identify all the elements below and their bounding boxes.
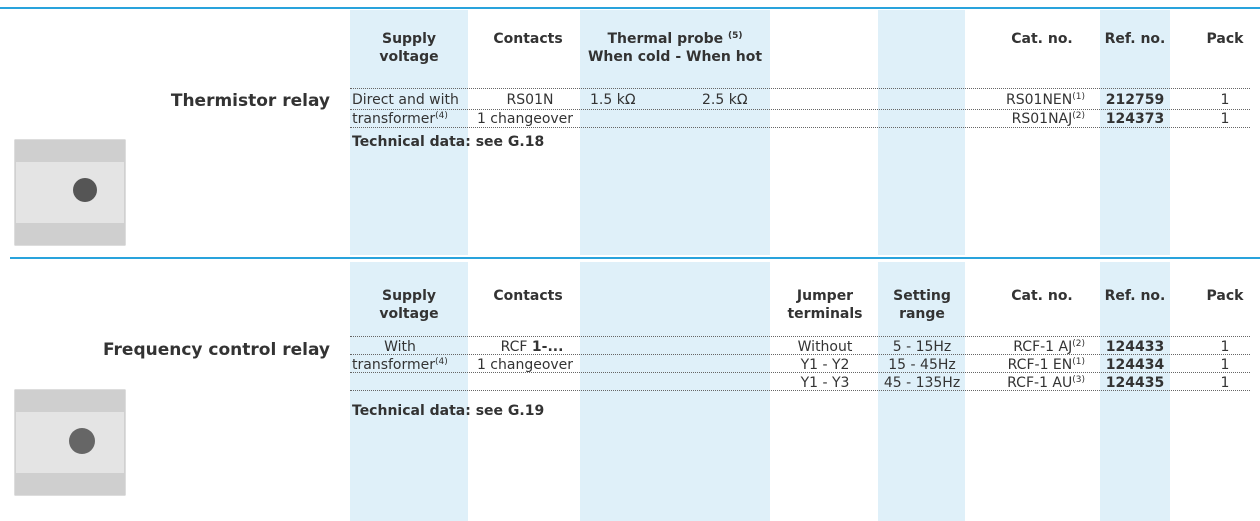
cell: RCF-1 AJ(2) — [1013, 338, 1085, 356]
section-title: Frequency control relay — [103, 341, 330, 359]
cell: transformer(4) — [352, 110, 448, 128]
cell: 15 - 45Hz — [888, 356, 955, 374]
row-divider — [350, 336, 1250, 337]
cell: Without — [798, 338, 853, 356]
footnote-ref: (3) — [1072, 375, 1085, 385]
cell: 45 - 135Hz — [884, 374, 960, 392]
cell: 124434 — [1106, 356, 1164, 374]
cell: RCF-1 EN(1) — [1008, 356, 1085, 374]
text: RCF-1 EN — [1008, 357, 1073, 373]
cell: RS01NAJ(2) — [1012, 110, 1085, 128]
cell: 1 — [1221, 374, 1230, 392]
column-header: Pack — [1207, 287, 1244, 305]
cell: 1.5 kΩ — [590, 91, 636, 109]
footnote-ref: (1) — [1072, 92, 1085, 102]
column-header: Contacts — [493, 287, 562, 305]
cell: 5 - 15Hz — [893, 338, 952, 356]
column-header: Cat. no. — [1011, 287, 1073, 305]
cell: RCF 1-... — [501, 338, 564, 356]
cell: RS01N — [507, 91, 554, 109]
row-divider — [350, 88, 1250, 89]
column-header: Thermal probe (5) — [607, 30, 742, 48]
column-header: Jumper terminals — [780, 287, 870, 323]
column-shade — [878, 10, 965, 255]
text: RCF-1 AJ — [1013, 339, 1072, 355]
cell: RS01NEN(1) — [1006, 91, 1085, 109]
column-header: Pack — [1207, 30, 1244, 48]
cell: With — [384, 338, 416, 356]
column-header: Contacts — [493, 30, 562, 48]
text: Thermal probe — [607, 31, 723, 47]
cell: 1 changeover — [477, 356, 573, 374]
cell: 124373 — [1106, 110, 1164, 128]
cell: 212759 — [1106, 91, 1164, 109]
cell: 124433 — [1106, 338, 1164, 356]
footnote-ref: (1) — [1072, 357, 1085, 367]
text: RCF — [501, 339, 528, 355]
footnote-ref: (5) — [728, 31, 743, 41]
text: 1-... — [532, 339, 564, 355]
cell: 124435 — [1106, 374, 1164, 392]
technical-data: Technical data: see G.19 — [352, 402, 544, 420]
cell: 2.5 kΩ — [702, 91, 748, 109]
cell: 1 changeover — [477, 110, 573, 128]
cell: 1 — [1221, 91, 1230, 109]
footnote-ref: (4) — [435, 111, 448, 121]
cell: Y1 - Y2 — [801, 356, 850, 374]
column-shade — [580, 262, 770, 521]
text: transformer — [352, 111, 435, 127]
text: RCF-1 AU — [1007, 375, 1072, 391]
cell: RCF-1 AU(3) — [1007, 374, 1085, 392]
cell: Direct and with — [352, 91, 459, 109]
column-header: Ref. no. — [1105, 30, 1166, 48]
catalog-page: Thermistor relay Supply voltage Contacts Th… — [0, 0, 1260, 521]
column-header: Ref. no. — [1105, 287, 1166, 305]
footnote-ref: (2) — [1072, 339, 1085, 349]
cell: 1 — [1221, 356, 1230, 374]
cell: 1 — [1221, 110, 1230, 128]
technical-data: Technical data: see G.18 — [352, 133, 544, 151]
column-header: Supply voltage — [364, 30, 454, 66]
section-rule — [0, 7, 1260, 9]
column-header: Setting range — [877, 287, 967, 323]
text: transformer — [352, 357, 435, 373]
product-image — [10, 385, 130, 500]
section-rule — [10, 257, 1260, 259]
section-title: Thermistor relay — [171, 92, 330, 110]
cell: 1 — [1221, 338, 1230, 356]
cell: transformer(4) — [352, 356, 448, 374]
column-header: When cold - When hot — [588, 48, 762, 66]
column-header: Cat. no. — [1011, 30, 1073, 48]
text: RS01NEN — [1006, 92, 1072, 108]
cell: Y1 - Y3 — [801, 374, 850, 392]
product-image — [5, 135, 135, 250]
column-header: Supply voltage — [364, 287, 454, 323]
footnote-ref: (2) — [1072, 111, 1085, 121]
text: RS01NAJ — [1012, 111, 1073, 127]
footnote-ref: (4) — [435, 357, 448, 367]
